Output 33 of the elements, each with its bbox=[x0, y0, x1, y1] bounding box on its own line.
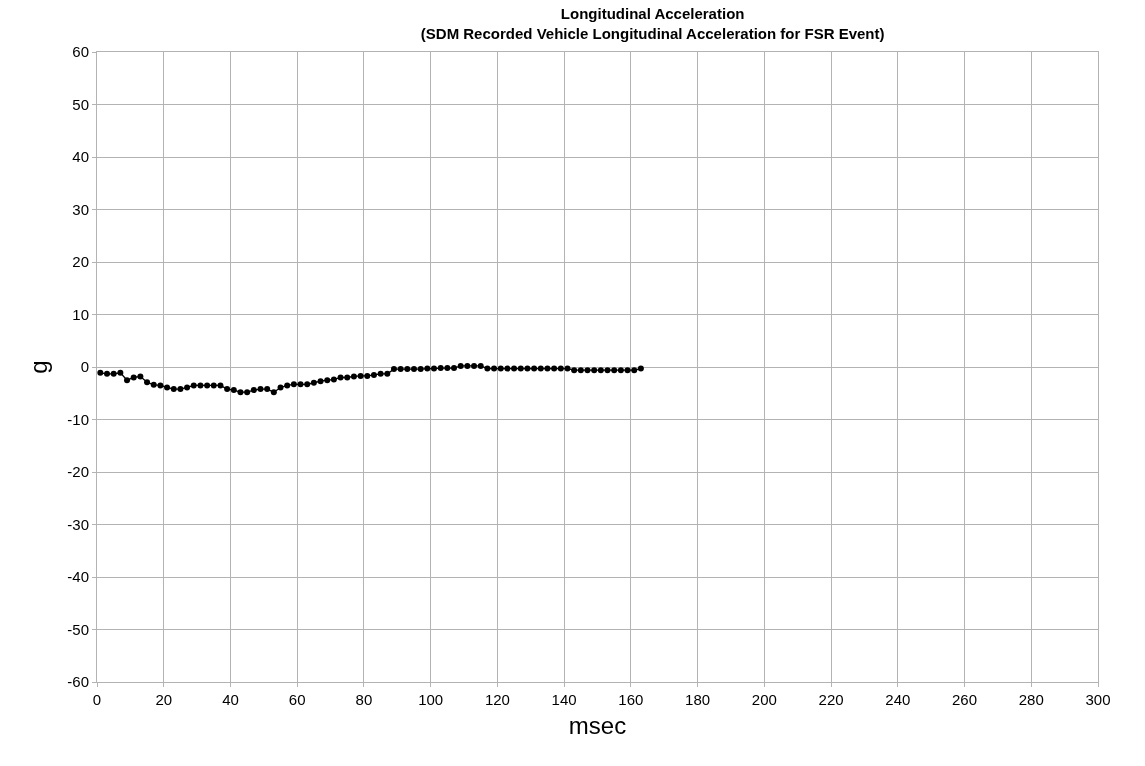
x-tick-label: 100 bbox=[418, 691, 444, 708]
y-tick-label: -10 bbox=[67, 410, 89, 428]
y-tick-label: 0 bbox=[80, 358, 89, 376]
chart-title: Longitudinal Acceleration bbox=[560, 5, 745, 23]
y-tick-label: 40 bbox=[72, 148, 89, 166]
x-tick-label: 220 bbox=[818, 691, 844, 708]
y-tick-label: -60 bbox=[67, 673, 89, 691]
x-tick-label: 120 bbox=[484, 691, 510, 708]
y-tick-label: -20 bbox=[67, 463, 89, 481]
x-tick-label: 260 bbox=[952, 691, 978, 708]
x-tick-label: 280 bbox=[1018, 691, 1044, 708]
x-tick-label: 20 bbox=[155, 691, 173, 708]
x-tick-label: 160 bbox=[618, 691, 644, 708]
x-tick-label: 0 bbox=[92, 691, 102, 708]
y-tick-label: 50 bbox=[72, 95, 89, 113]
x-tick-label: 180 bbox=[685, 691, 711, 708]
x-tick-label: 40 bbox=[222, 691, 239, 708]
y-tick-label: -30 bbox=[67, 515, 89, 533]
y-tick-label: 30 bbox=[72, 200, 89, 218]
x-tick-label: 240 bbox=[885, 691, 911, 708]
y-axis-title: g bbox=[25, 360, 53, 374]
y-tick-label: -40 bbox=[67, 568, 89, 586]
x-tick-label: 140 bbox=[551, 691, 577, 708]
y-tick-label: 60 bbox=[72, 43, 89, 61]
x-tick-label: 60 bbox=[288, 691, 306, 708]
x-tick-label: 80 bbox=[355, 691, 373, 708]
y-tick-label: -50 bbox=[67, 620, 89, 638]
chart-subtitle: (SDM Recorded Vehicle Longitudinal Acceleration for FSR Event) bbox=[420, 24, 885, 42]
x-axis-title: msec bbox=[568, 712, 627, 740]
y-tick-label: 20 bbox=[72, 253, 89, 271]
x-tick-label: 300 bbox=[1085, 691, 1111, 708]
y-tick-label: 10 bbox=[72, 305, 89, 323]
x-tick-label: 200 bbox=[751, 691, 777, 708]
